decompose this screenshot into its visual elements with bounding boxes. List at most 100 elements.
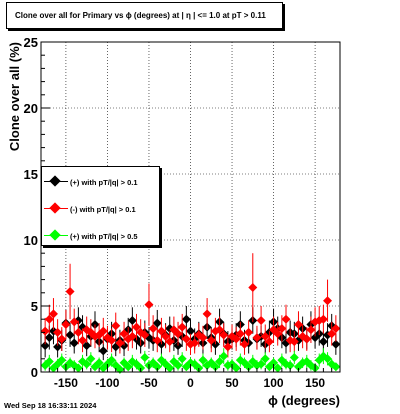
axes: -150 -100 -50 0 50 100 150 0 5 10 15 20 25 (24, 35, 341, 390)
y-tick-label: 0 (31, 365, 38, 380)
data-point (173, 329, 183, 339)
data-point (173, 360, 183, 370)
data-point (107, 355, 117, 365)
data-point (177, 354, 187, 364)
data-point (256, 359, 266, 369)
data-series (40, 253, 341, 374)
data-point (69, 338, 79, 348)
data-point (94, 358, 104, 368)
y-tick-label: 5 (31, 299, 38, 314)
data-point (318, 337, 328, 347)
data-point (190, 338, 200, 348)
y-tick-label: 15 (24, 167, 38, 182)
data-point (269, 358, 279, 368)
y-tick-label: 10 (24, 233, 38, 248)
data-point (219, 351, 229, 361)
data-point (123, 362, 133, 372)
data-point (73, 327, 83, 337)
data-point (57, 355, 67, 365)
data-point (239, 339, 249, 349)
data-point (318, 314, 328, 324)
x-tick-label: -100 (95, 376, 119, 390)
data-point (331, 323, 341, 333)
data-point (152, 318, 162, 328)
data-point (119, 329, 129, 339)
legend-label: (+) with pT/|q| > 0.1 (70, 177, 138, 187)
data-point (78, 335, 88, 345)
data-point (223, 342, 233, 352)
data-point (215, 325, 225, 335)
data-point (40, 326, 50, 336)
legend-entry-negative-0.1: (-) with pT/|q| > 0.1 (42, 199, 159, 219)
data-point (57, 334, 67, 344)
y-tick-label: 20 (24, 101, 38, 116)
data-point (202, 309, 212, 319)
data-point (260, 331, 270, 341)
data-point (140, 352, 150, 362)
data-point (73, 363, 83, 373)
y-tick-label: 25 (24, 35, 38, 50)
data-point (210, 362, 220, 372)
data-point (331, 362, 341, 372)
data-point (293, 319, 303, 329)
legend-marker-black (42, 172, 70, 192)
data-point (285, 360, 295, 370)
data-point (231, 334, 241, 344)
series-1 (40, 253, 341, 358)
data-point (132, 322, 142, 332)
data-point (156, 326, 166, 336)
data-point (327, 329, 337, 339)
data-point (302, 334, 312, 344)
data-point (86, 354, 96, 364)
data-point (152, 362, 162, 372)
data-point (165, 363, 175, 373)
data-point (331, 339, 341, 349)
data-point (107, 335, 117, 345)
x-tick-label: -50 (140, 376, 158, 390)
data-point (289, 352, 299, 362)
chart-title: Clone over all for Primary vs ϕ (degrees… (6, 2, 283, 29)
data-point (161, 331, 171, 341)
data-point (69, 317, 79, 327)
data-point (165, 337, 175, 347)
data-point (111, 321, 121, 331)
data-point (82, 359, 92, 369)
data-point (281, 314, 291, 324)
data-point (289, 337, 299, 347)
data-point (219, 330, 229, 340)
data-point (53, 327, 63, 337)
timestamp-footer: Wed Sep 18 16:33:11 2024 (4, 401, 97, 410)
data-point (248, 283, 258, 293)
data-point (48, 309, 58, 319)
legend-label: (+) with pT/|q| > 0.5 (70, 231, 138, 241)
data-point (306, 325, 316, 335)
chart-title-text: Clone over all for Primary vs ϕ (degrees… (15, 11, 266, 20)
data-point (256, 316, 266, 326)
data-point (215, 356, 225, 366)
legend-entry-positive-0.1: (+) with pT/|q| > 0.1 (42, 172, 159, 192)
legend: (+) with pT/|q| > 0.1 (-) with pT/|q| > … (41, 166, 160, 246)
x-tick-label: 100 (264, 376, 284, 390)
data-point (177, 322, 187, 332)
data-point (44, 356, 54, 366)
data-point (40, 341, 50, 351)
data-point (252, 333, 262, 343)
x-tick-label: 150 (305, 376, 325, 390)
data-point (152, 335, 162, 345)
data-point (181, 334, 191, 344)
data-point (186, 326, 195, 336)
x-tick-label: 0 (187, 376, 194, 390)
data-point (244, 327, 254, 337)
legend-marker-red (42, 199, 70, 219)
data-point (65, 286, 75, 296)
data-point (82, 341, 92, 351)
data-point (323, 354, 333, 364)
legend-entry-positive-0.5: (+) with pT/|q| > 0.5 (42, 226, 159, 246)
y-axis-label: Clone over all (%) (7, 42, 22, 151)
data-point (231, 363, 241, 373)
data-point (181, 314, 191, 324)
data-point (235, 329, 245, 339)
data-point (127, 331, 137, 341)
x-axis-label: ϕ (degrees) (268, 393, 340, 408)
data-point (144, 300, 154, 310)
